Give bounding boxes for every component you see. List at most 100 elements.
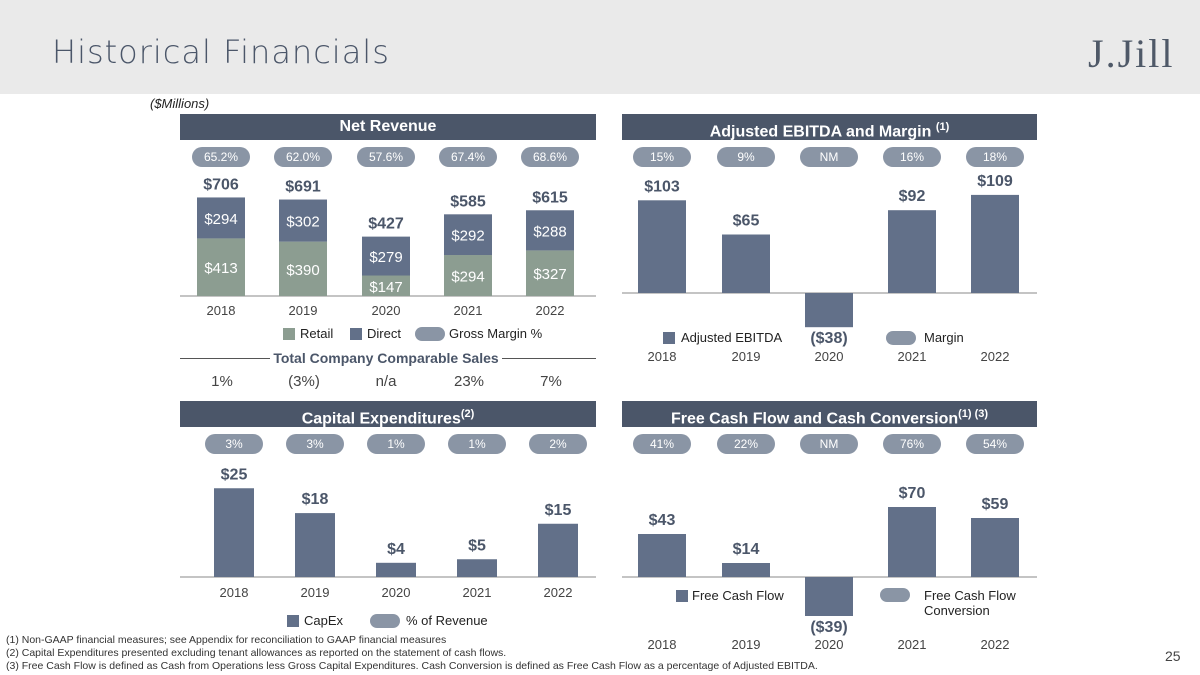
ebitda-bar-2018 [638,200,686,293]
margin-legend-label: Margin [924,330,964,345]
gross-margin-2020-pill [357,147,415,167]
direct-bar-2021 [444,214,492,256]
retail-value-2022: $327 [533,266,566,283]
ebitda-rate-2022-label: 18% [983,150,1007,164]
fcf-legend-label: Free Cash Flow [692,588,784,603]
fcf-value-2020: ($39) [810,619,847,636]
gross-margin-legend-label: Gross Margin % [449,326,543,341]
ebitda-bar-2021 [888,210,936,293]
capex-bar-2020 [376,562,416,577]
ebitda-rate-2020-pill [800,147,858,167]
total-value-2019: $691 [285,179,321,196]
capex-rate-2021-pill [448,434,506,454]
fcf-footnote-ref: (1) (3) [958,408,989,420]
direct-value-2020: $279 [369,249,402,266]
ebitda-rate-2018-pill [633,147,691,167]
capex-bar-2021 [457,559,497,577]
gross-margin-2019-label: 62.0% [286,150,320,164]
fcf-rate-2021-label: 76% [900,437,924,451]
gross-margin-2018-pill [192,147,250,167]
net-revenue-year-2019: 2019 [289,303,318,318]
capex-footnote-ref: (2) [460,408,475,420]
net-revenue-year-2018: 2018 [207,303,236,318]
fcf-conversion-legend-line2: Conversion [924,603,990,618]
net-revenue-year-2022: 2022 [536,303,565,318]
company-logo: J.Jill [1088,31,1175,76]
ebitda-title: Adjusted EBITDA and Margin [709,123,932,141]
fcf-year-2020: 2020 [815,637,844,652]
direct-value-2018: $294 [204,211,237,228]
gross-margin-legend-swatch [415,327,445,341]
fcf-rate-2019-pill [717,434,775,454]
fcf-value-2019: $14 [733,541,760,558]
fcf-bar-2021 [888,507,936,577]
ebitda-legend-label: Adjusted EBITDA [681,330,783,345]
ebitda-bar-2020 [805,293,853,328]
comparable-sales-2022: 7% [540,373,562,390]
ebitda-rate-2019-label: 9% [737,150,755,164]
fcf-legend-swatch [676,590,688,602]
net-revenue-year-2021: 2021 [454,303,483,318]
ebitda-rate-2019-pill [717,147,775,167]
fcf-rate-2018-pill [633,434,691,454]
capex-year-2020: 2020 [382,585,411,600]
pct-revenue-legend-swatch [370,614,400,628]
ebitda-year-2020: 2020 [815,349,844,364]
capex-rate-2020-pill [367,434,425,454]
capex-title: Capital Expenditures [301,410,461,428]
footnote-2: (2) Capital Expenditures presented exclu… [6,647,507,659]
direct-bar-2019 [279,199,327,242]
retail-value-2021: $294 [451,269,484,286]
retail-bar-2020 [362,275,410,296]
fcf-year-2022: 2022 [981,637,1010,652]
direct-value-2019: $302 [286,214,319,231]
direct-legend-swatch [350,328,362,340]
total-value-2018: $706 [203,176,239,193]
fcf-rate-2020-pill [800,434,858,454]
comparable-sales-2021: 23% [453,373,485,390]
capex-value-2022: $15 [545,502,572,519]
retail-bar-2021 [444,255,492,296]
ebitda-footnote-ref: (1) [935,121,950,133]
retail-legend-swatch [283,328,295,340]
retail-value-2020: $147 [369,279,402,296]
capex-value-2021: $5 [468,537,486,554]
fcf-rate-2022-label: 54% [983,437,1007,451]
fcf-year-2018: 2018 [648,637,677,652]
direct-bar-2022 [526,210,574,251]
ebitda-year-2018: 2018 [648,349,677,364]
direct-value-2022: $288 [533,223,566,240]
fcf-title: Free Cash Flow and Cash Conversion [670,410,959,428]
capex-year-2018: 2018 [220,585,249,600]
fcf-value-2018: $43 [649,512,676,529]
comparable-sales-title: Total Company Comparable Sales [270,350,502,366]
capex-header: Capital Expenditures(2) [180,401,596,427]
direct-value-2021: $292 [451,228,484,245]
comparable-sales-2019: (3%) [288,373,320,390]
fcf-value-2022: $59 [982,496,1009,513]
ebitda-value-2022: $109 [977,173,1013,190]
fcf-value-2021: $70 [899,485,926,502]
retail-value-2019: $390 [286,262,319,279]
ebitda-header: Adjusted EBITDA and Margin (1) [622,114,1037,140]
fcf-conversion-legend-label: Free Cash Flow Conversion [924,588,1016,618]
retail-value-2018: $413 [204,260,237,277]
capex-rate-2019-label: 3% [306,437,324,451]
gross-margin-2019-pill [274,147,332,167]
retail-bar-2018 [197,238,245,296]
total-value-2021: $585 [450,193,486,210]
ebitda-bar-2019 [722,234,770,293]
fcf-bar-2020 [805,577,853,616]
gross-margin-2018-label: 65.2% [204,150,238,164]
capex-rate-2019-pill [286,434,344,454]
fcf-year-2021: 2021 [898,637,927,652]
fcf-bar-2018 [638,534,686,577]
fcf-rate-2020-label: NM [820,437,839,451]
units-label: ($Millions) [150,96,210,111]
retail-legend-label: Retail [300,326,334,341]
ebitda-bar-2022 [971,194,1019,293]
gross-margin-2021-label: 67.4% [451,150,485,164]
ebitda-year-2019: 2019 [732,349,761,364]
gross-margin-2022-label: 68.6% [533,150,567,164]
